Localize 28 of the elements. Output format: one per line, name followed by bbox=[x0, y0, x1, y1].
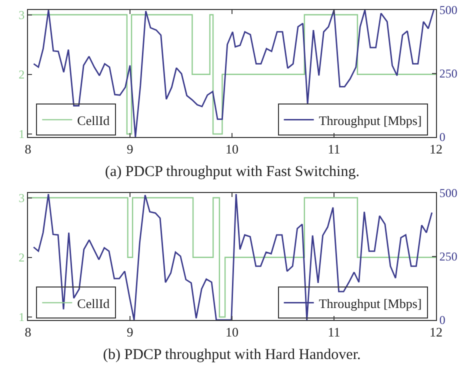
x-tick-label: 9 bbox=[126, 142, 134, 157]
y-tick-label: 1 bbox=[18, 127, 25, 142]
y2-tick-label: 0 bbox=[439, 130, 446, 144]
y2-tick-label: 250 bbox=[439, 66, 458, 81]
x-tick-label: 10 bbox=[226, 324, 238, 340]
y2-tick-label: 250 bbox=[439, 250, 458, 264]
legend-label: CellId bbox=[77, 296, 110, 311]
y-tick-label: 2 bbox=[18, 68, 25, 82]
x-tick-label: 11 bbox=[328, 142, 340, 157]
y2-tick-label: 0 bbox=[439, 313, 446, 328]
x-tick-label: 8 bbox=[24, 142, 32, 157]
y-tick-label: 3 bbox=[18, 8, 25, 22]
y-tick-label: 3 bbox=[18, 190, 25, 205]
text: (b) PDCP throughput with Hard Handover. bbox=[103, 347, 361, 363]
y-tick-label: 1 bbox=[18, 310, 25, 324]
legend-label: CellId bbox=[77, 112, 110, 128]
x-tick-label: 11 bbox=[328, 324, 340, 340]
x-tick-label: 12 bbox=[430, 324, 442, 340]
text: (a) PDCP throughput with Fast Switching. bbox=[105, 164, 360, 180]
x-tick-label: 9 bbox=[126, 324, 134, 340]
y2-tick-label: 500 bbox=[439, 3, 458, 18]
legend-label: Throughput [Mbps] bbox=[318, 112, 422, 128]
y-tick-label: 2 bbox=[18, 250, 25, 265]
x-tick-label: 8 bbox=[24, 324, 32, 340]
x-tick-label: 10 bbox=[226, 142, 238, 157]
y2-tick-label: 500 bbox=[439, 186, 458, 200]
legend-label: Throughput [Mbps] bbox=[318, 296, 422, 311]
x-tick-label: 12 bbox=[430, 142, 442, 157]
